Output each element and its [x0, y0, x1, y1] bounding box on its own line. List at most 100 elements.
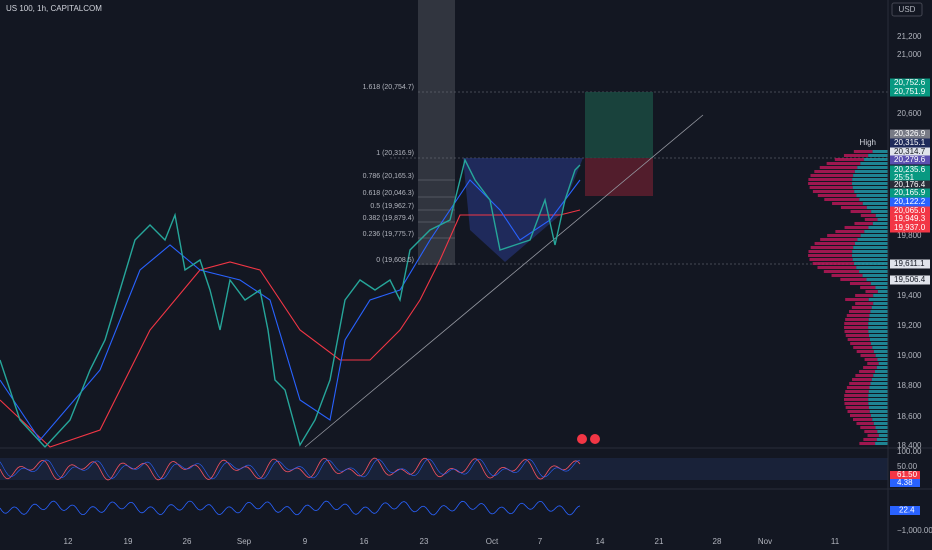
event-icon[interactable]	[577, 434, 587, 444]
profile-bar	[852, 186, 888, 189]
profile-bar	[871, 210, 888, 213]
time-axis-label: 19	[124, 537, 133, 546]
price-axis-label: 18,400	[897, 441, 922, 450]
profile-bar	[863, 366, 877, 369]
profile-bar	[875, 286, 888, 289]
profile-bar	[862, 274, 888, 277]
profile-bar	[846, 314, 870, 317]
profile-bar	[875, 426, 888, 429]
currency-button[interactable]	[891, 2, 923, 17]
profile-bar	[868, 330, 888, 333]
profile-bar	[845, 334, 869, 337]
fib-label: 1 (20,316.9)	[376, 150, 414, 157]
price-tag-label: 20,314.7	[894, 147, 926, 156]
high-label: High	[860, 138, 876, 147]
price-tag-label: 19,937.0	[894, 223, 926, 232]
price-tag	[890, 197, 930, 207]
profile-bar	[868, 402, 888, 405]
price-tag	[890, 180, 930, 190]
profile-bar	[857, 238, 888, 241]
time-axis-label: 9	[303, 537, 308, 546]
profile-bar	[824, 198, 860, 201]
profile-bar	[875, 354, 888, 357]
oscillator-tag	[890, 471, 920, 479]
oscillator-line	[0, 457, 581, 481]
profile-bar	[870, 310, 888, 313]
profile-bar	[872, 222, 888, 225]
profile-bar	[868, 334, 888, 337]
profile-bar	[831, 274, 863, 277]
profile-bar	[864, 230, 888, 233]
price-axis-label: 21,000	[897, 50, 922, 59]
profile-bar	[854, 190, 888, 193]
target-zone	[585, 92, 653, 158]
price-tag-label: 20,326.9	[894, 129, 926, 138]
profile-bar	[876, 366, 888, 369]
profile-bar	[873, 302, 888, 305]
profile-bar	[844, 398, 869, 401]
profile-bar	[860, 426, 876, 429]
profile-bar	[855, 294, 874, 297]
profile-bar	[867, 362, 879, 365]
profile-bar	[870, 282, 888, 285]
profile-bar	[808, 250, 853, 253]
time-axis-label: 7	[538, 537, 543, 546]
profile-bar	[856, 350, 874, 353]
profile-bar	[875, 370, 888, 373]
price-tag	[890, 147, 930, 157]
profile-bar	[843, 154, 869, 157]
stop-zone	[585, 158, 653, 196]
time-axis-label: 14	[596, 537, 605, 546]
fib-label: 0.786 (20,165.3)	[363, 173, 414, 180]
profile-bar	[810, 246, 854, 249]
price-tag	[890, 165, 930, 175]
profile-bar	[860, 214, 876, 217]
oscillator-line	[0, 458, 581, 480]
profile-bar	[868, 326, 888, 329]
event-icon[interactable]	[590, 434, 600, 444]
oscillator-band	[0, 458, 888, 480]
profile-bar	[845, 298, 869, 301]
price-axis-label: 18,600	[897, 412, 922, 421]
time-axis-label: 26	[183, 537, 192, 546]
profile-bar	[845, 406, 869, 409]
profile-bar	[859, 370, 876, 373]
price-tag	[890, 138, 930, 148]
profile-bar	[840, 278, 867, 281]
price-tag-label: 20,315.1	[894, 138, 926, 147]
profile-bar	[852, 378, 872, 381]
profile-bar	[854, 170, 888, 173]
price-tag-label: 20,752.6	[894, 78, 926, 87]
profile-bar	[873, 374, 888, 377]
price-axis-label: 18,800	[897, 381, 922, 390]
profile-bar	[856, 266, 888, 269]
profile-bar	[868, 406, 888, 409]
price-tag-label: 25:51	[894, 173, 915, 182]
price-tag-label: 20,165.9	[894, 188, 926, 197]
time-axis-label: 23	[420, 537, 429, 546]
profile-bar	[845, 390, 869, 393]
profile-bar	[814, 242, 855, 245]
profile-bar	[871, 378, 888, 381]
profile-bar	[849, 310, 871, 313]
profile-bar	[820, 238, 858, 241]
profile-bar	[855, 374, 874, 377]
profile-bar	[812, 190, 855, 193]
price-tag	[890, 155, 930, 165]
profile-bar	[869, 338, 888, 341]
currency[interactable]: USD	[899, 5, 916, 14]
profile-bar	[868, 318, 888, 321]
lower-indicator-line	[0, 500, 581, 516]
lower-tag-label: 22.4	[899, 506, 915, 515]
profile-bar	[845, 318, 869, 321]
price-tag-label: 20,751.9	[894, 87, 926, 96]
profile-bar	[814, 170, 855, 173]
profile-bar	[835, 230, 865, 233]
profile-bar	[853, 346, 873, 349]
profile-bar	[849, 414, 871, 417]
profile-bar	[877, 430, 888, 433]
fib-label: 1.618 (20,754.7)	[363, 84, 414, 91]
profile-bar	[846, 386, 870, 389]
volume-profile	[808, 150, 888, 445]
